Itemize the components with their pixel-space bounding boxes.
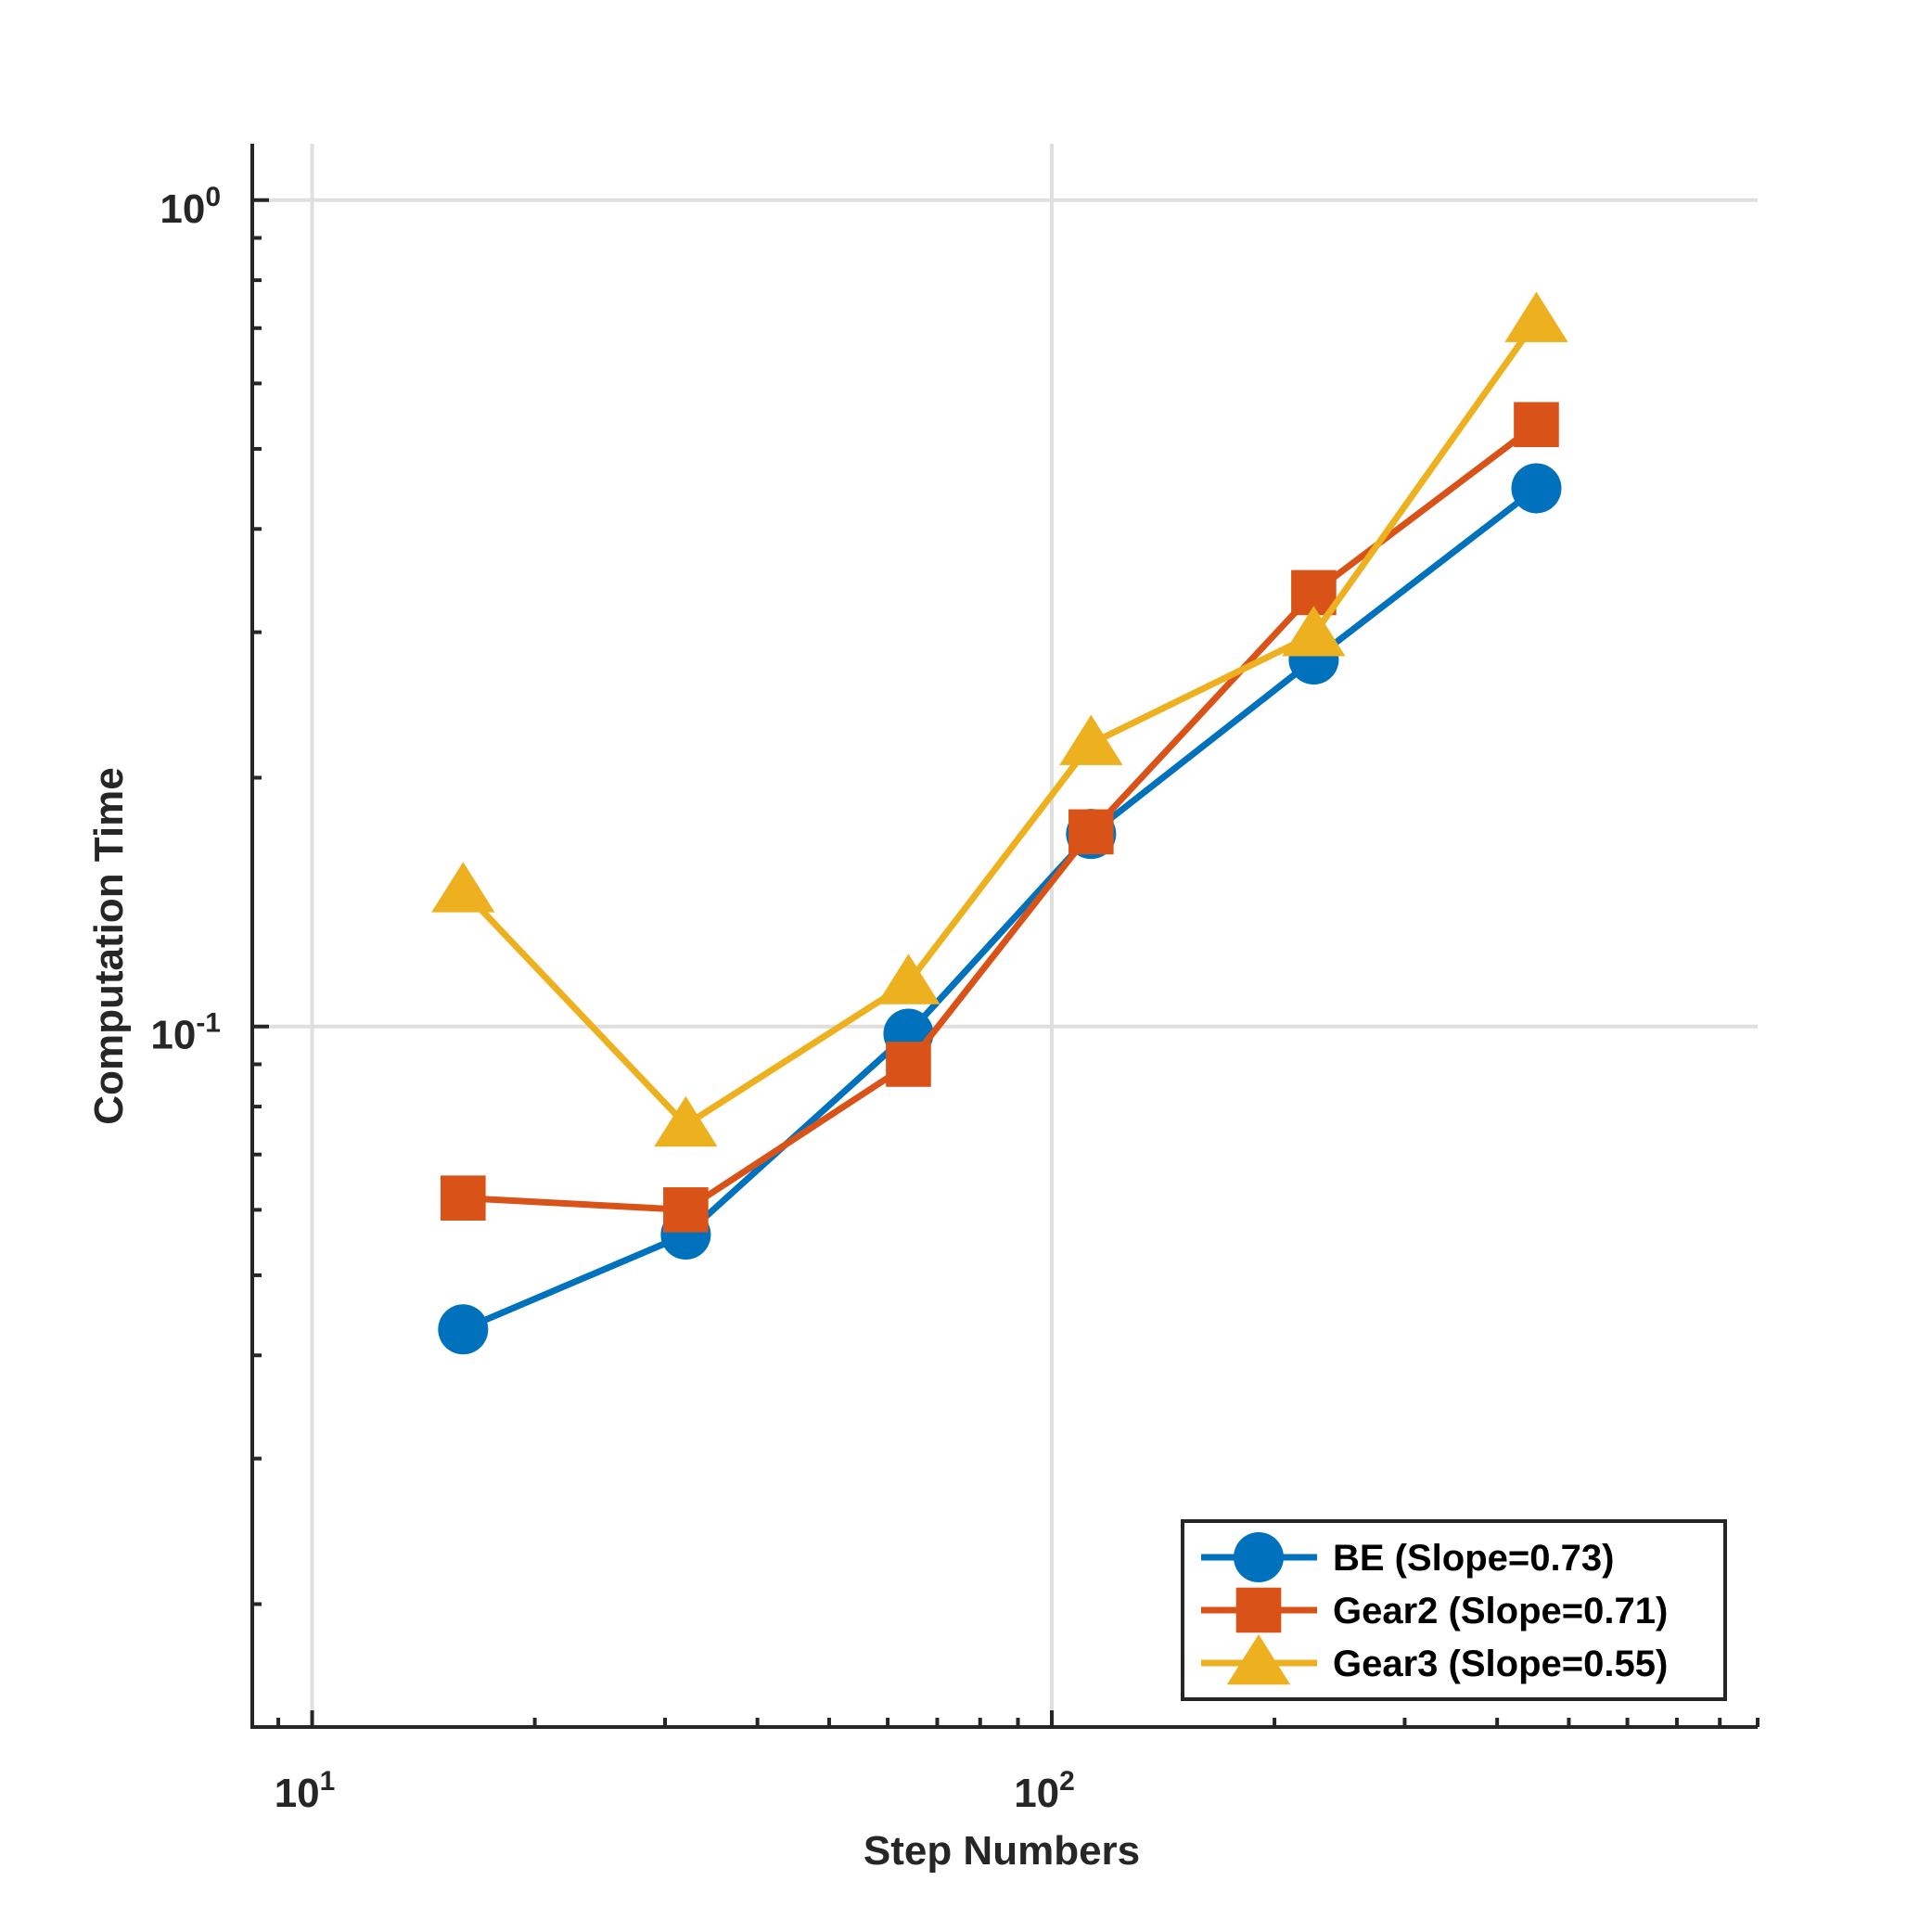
data-point <box>1059 714 1123 765</box>
data-point <box>1514 402 1559 448</box>
y-tick-label: 10-1 <box>150 1008 221 1058</box>
legend-marker <box>1234 1532 1284 1582</box>
legend-label: BE (Slope=0.73) <box>1333 1538 1614 1579</box>
data-point <box>663 1187 709 1233</box>
legend-marker <box>1235 1587 1282 1633</box>
series-2 <box>431 291 1568 1147</box>
grid <box>252 144 1758 1727</box>
series-line <box>461 485 1539 1333</box>
ticks: 101 102 100 10-1 <box>150 182 1759 1816</box>
x-tick-label: 101 <box>275 1766 336 1816</box>
x-axis-label: Step Numbers <box>864 1828 1140 1874</box>
axes <box>250 144 1758 1729</box>
data-point <box>431 862 495 913</box>
legend: BE (Slope=0.73) Gear2 (Slope=0.71) Gear3 (… <box>1181 1519 1727 1701</box>
series-1 <box>441 402 1559 1233</box>
legend-label: Gear3 (Slope=0.55) <box>1333 1644 1668 1684</box>
series-layer <box>431 291 1568 1355</box>
data-point <box>876 953 940 1004</box>
y-axis-label: Computation Time <box>86 767 132 1124</box>
x-tick-label: 102 <box>1014 1766 1075 1816</box>
series-line <box>460 318 1540 1129</box>
legend-label: Gear2 (Slope=0.71) <box>1333 1591 1668 1631</box>
series-0 <box>438 463 1562 1355</box>
data-point <box>654 1095 718 1147</box>
data-point <box>438 1304 489 1355</box>
data-point <box>1282 606 1346 657</box>
data-point <box>1504 291 1568 342</box>
data-point <box>1068 809 1114 855</box>
data-point <box>441 1175 486 1221</box>
y-tick-label: 100 <box>160 182 221 232</box>
series-line <box>463 422 1539 1213</box>
legend-marker <box>1226 1633 1291 1685</box>
data-point <box>886 1042 931 1087</box>
data-point <box>1511 463 1562 514</box>
